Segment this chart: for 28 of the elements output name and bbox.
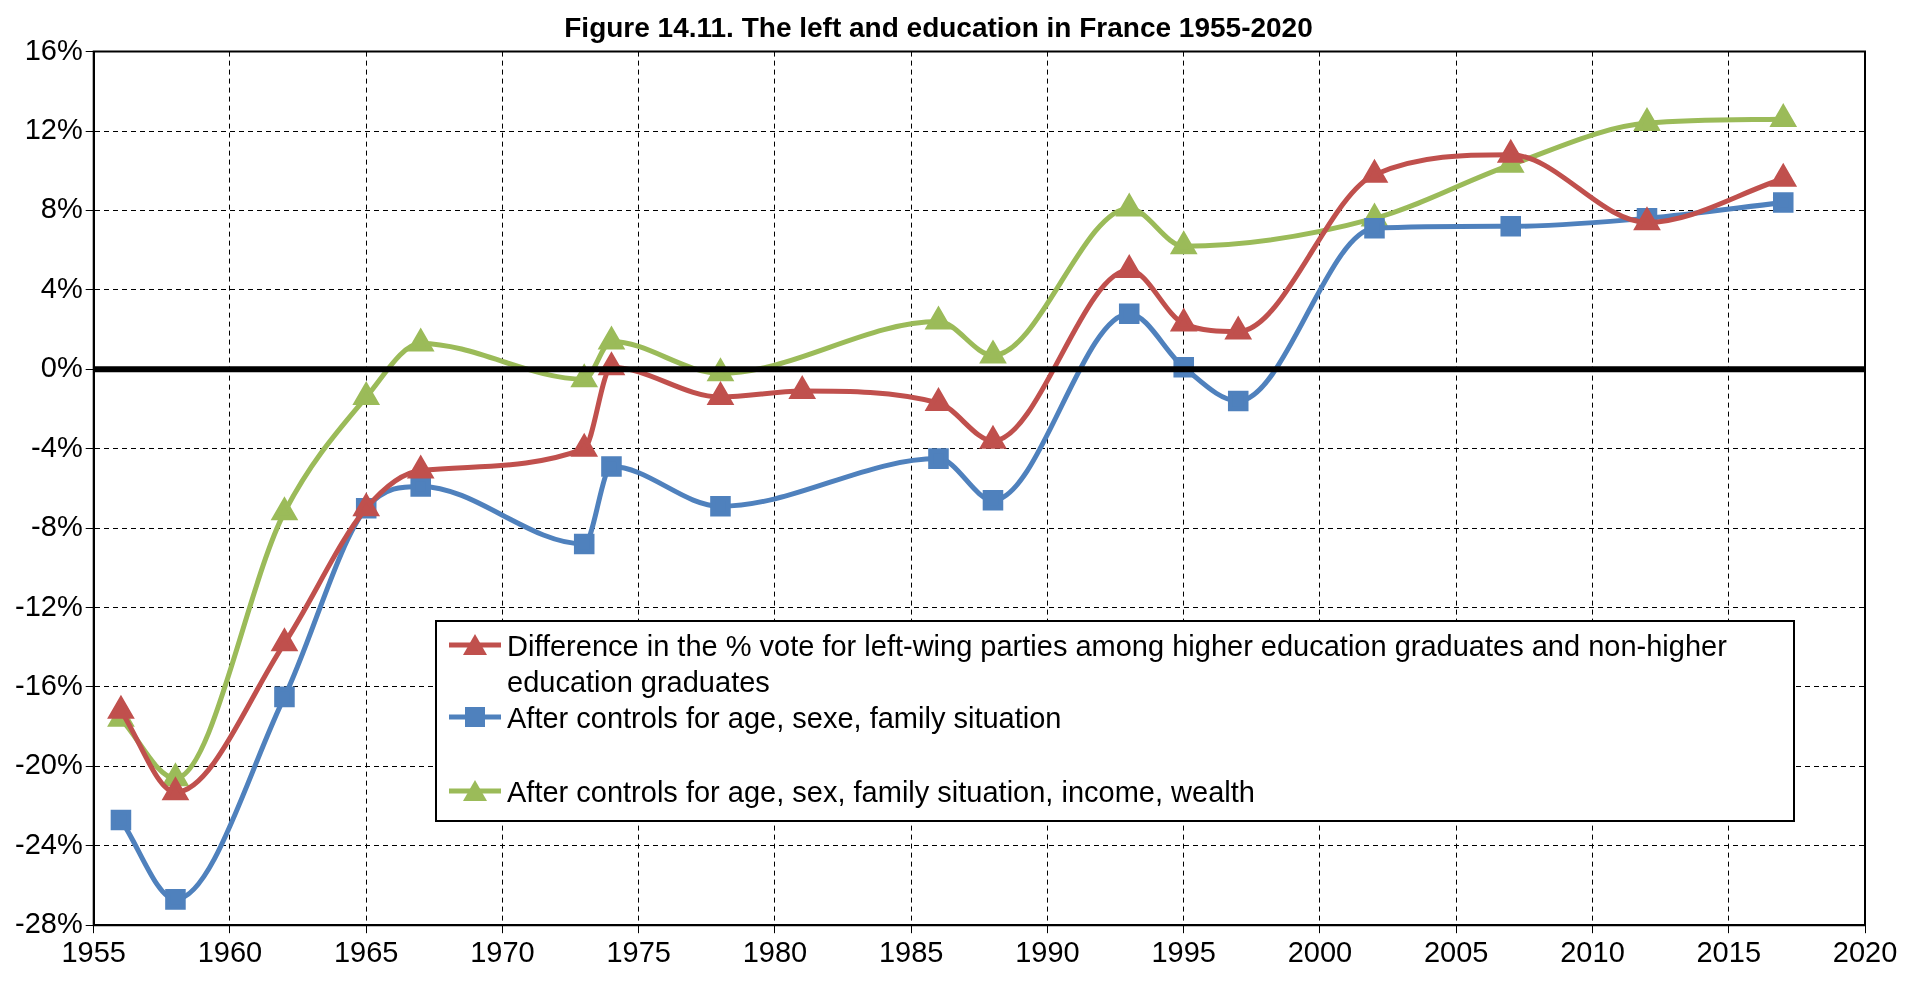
legend-label: After controls for age, sexe, family situation	[507, 701, 1062, 737]
y-tick-label: 8%	[40, 192, 83, 225]
y-tick-label: 4%	[40, 271, 83, 304]
y-tick-label: -8%	[31, 510, 83, 543]
y-tick-label: -16%	[15, 668, 83, 701]
legend-label: Difference in the % vote for left-wing parties among higher education graduates and non-higher education graduates	[507, 629, 1728, 701]
x-tick-label: 1975	[606, 935, 671, 968]
chart-title: Figure 14.11. The left and education in France 1955-2020	[564, 11, 1313, 43]
x-tick-label: 1965	[333, 935, 399, 968]
x-tick-label: 2020	[1832, 935, 1898, 968]
x-tick-label: 2000	[1287, 935, 1353, 968]
legend-label: After controls for age, sex, family situation, income, wealth	[507, 775, 1255, 811]
y-tick-label: -20%	[15, 748, 83, 781]
x-tick-label: 2005	[1423, 935, 1489, 968]
x-tick-label: 1980	[742, 935, 808, 968]
y-tick-label: 0%	[40, 351, 83, 384]
y-tick-label: 16%	[24, 33, 83, 66]
x-tick-label: 2015	[1696, 935, 1761, 968]
y-tick-label: -24%	[15, 827, 83, 860]
x-tick-label: 2010	[1560, 935, 1625, 968]
y-tick-label: -12%	[15, 589, 83, 622]
x-tick-label: 1990	[1015, 935, 1080, 968]
x-tick-label: 1960	[197, 935, 263, 968]
x-tick-label: 1995	[1151, 935, 1216, 968]
y-tick-label: -4%	[31, 430, 83, 463]
x-tick-label: 1970	[470, 935, 535, 968]
y-tick-label: 12%	[24, 113, 83, 146]
x-tick-label: 1985	[878, 935, 944, 968]
